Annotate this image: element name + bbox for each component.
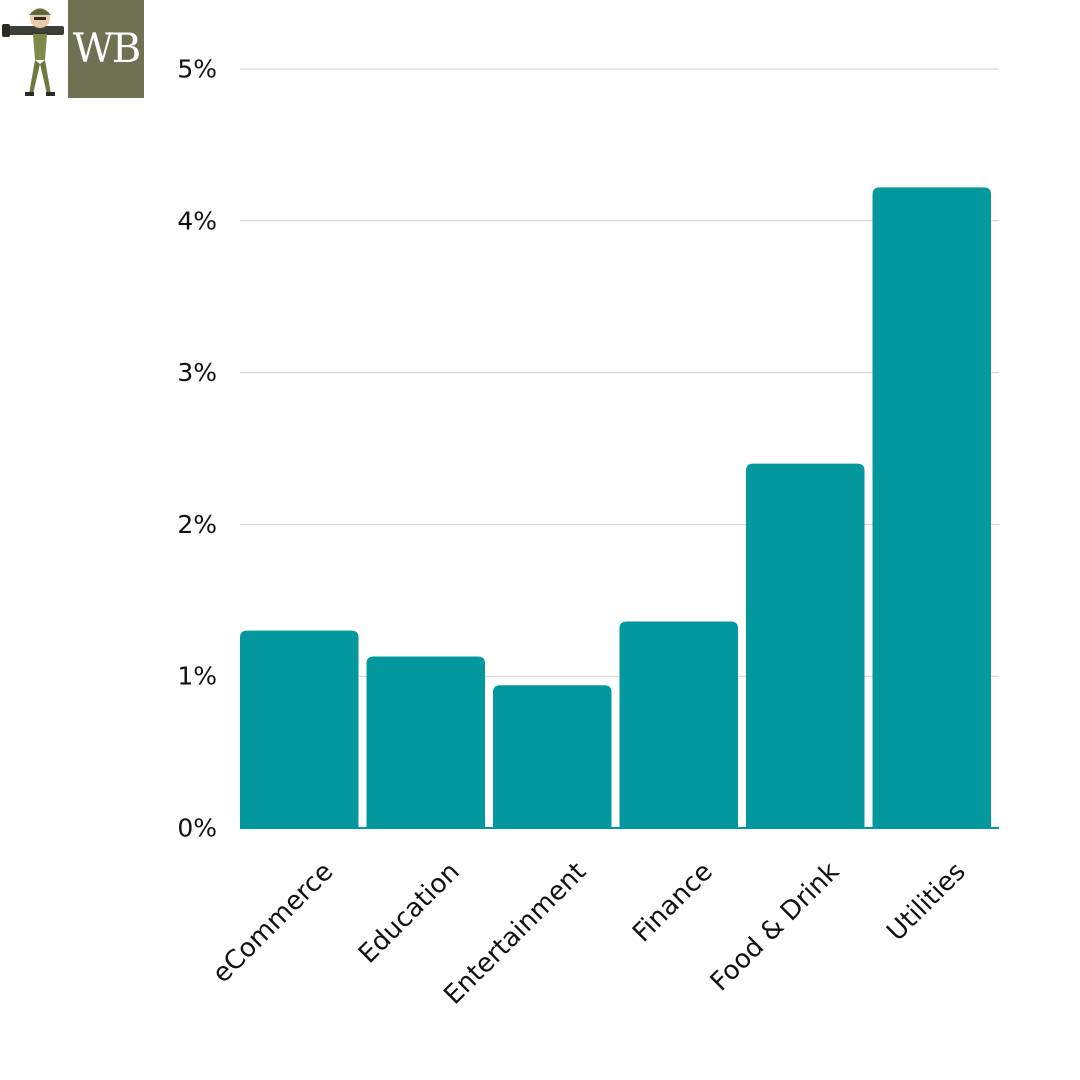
bar-finance (619, 621, 738, 828)
y-tick-label: 2% (177, 510, 217, 539)
y-tick-label: 4% (177, 206, 217, 235)
bar-utilities (872, 187, 991, 829)
logo-mark: WB (68, 0, 144, 98)
y-tick-label: 3% (177, 358, 217, 387)
bar-ecommerce (240, 630, 359, 828)
y-tick-label: 0% (177, 814, 217, 843)
y-tick-label: 1% (177, 662, 217, 691)
x-category-label: Utilities (881, 857, 971, 947)
x-category-label: Education (353, 857, 466, 970)
x-category-label: Food & Drink (705, 857, 845, 997)
bar-entertainment (493, 685, 612, 828)
bar-education (366, 656, 485, 828)
x-category-label: Finance (627, 857, 719, 949)
x-category-label: eCommerce (207, 857, 339, 989)
soldier-with-bazooka-icon (2, 8, 64, 96)
y-tick-label: 5% (177, 55, 217, 84)
logo: WB (0, 0, 145, 98)
bar-food-drink (746, 463, 865, 828)
